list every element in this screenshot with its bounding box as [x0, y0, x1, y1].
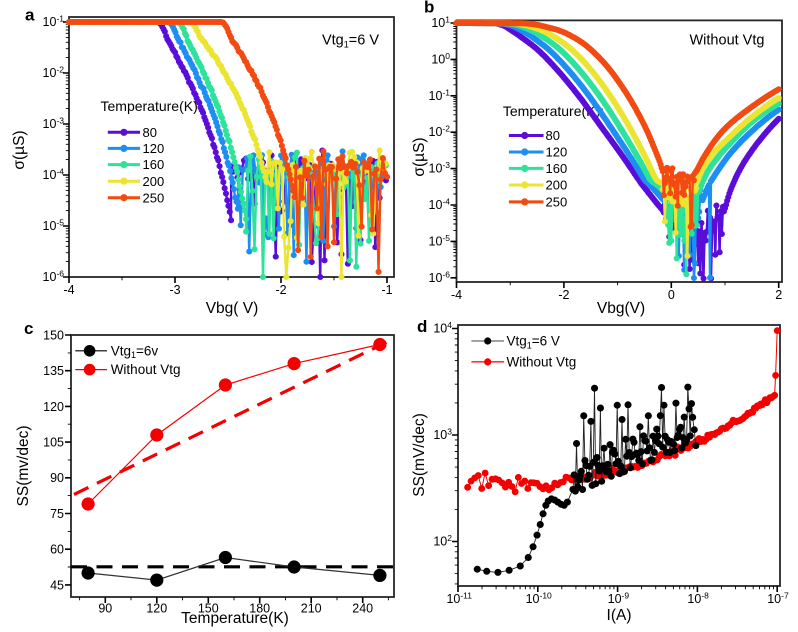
svg-text:2: 2: [775, 288, 782, 302]
svg-text:250: 250: [143, 190, 165, 205]
svg-text:d: d: [417, 317, 427, 336]
svg-text:-3: -3: [169, 283, 180, 297]
svg-text:250: 250: [546, 195, 568, 210]
svg-text:Vtg1=6 V: Vtg1=6 V: [322, 33, 379, 50]
svg-text:c: c: [24, 319, 33, 338]
svg-text:160: 160: [546, 161, 568, 176]
svg-text:-4: -4: [451, 288, 462, 302]
svg-text:45: 45: [50, 578, 64, 592]
svg-text:90: 90: [50, 471, 64, 485]
svg-text:b: b: [424, 0, 434, 17]
svg-text:180: 180: [249, 602, 270, 616]
svg-text:Vbg( V): Vbg( V): [206, 300, 259, 317]
svg-text:60: 60: [50, 543, 64, 557]
svg-text:120: 120: [43, 400, 64, 414]
svg-text:120: 120: [143, 141, 165, 156]
svg-text:-2: -2: [275, 283, 286, 297]
svg-text:150: 150: [198, 602, 219, 616]
svg-text:-1: -1: [381, 283, 392, 297]
svg-text:Vbg(V): Vbg(V): [597, 300, 645, 317]
svg-text:Vtg1=6 V: Vtg1=6 V: [507, 334, 560, 351]
svg-text:Without Vtg: Without Vtg: [690, 33, 765, 49]
svg-text:240: 240: [352, 602, 373, 616]
svg-text:120: 120: [546, 145, 568, 160]
svg-text:Temperature(K):: Temperature(K):: [101, 98, 202, 114]
svg-text:135: 135: [43, 364, 64, 378]
svg-text:80: 80: [546, 128, 560, 143]
svg-text:SS(mv/dec): SS(mv/dec): [15, 426, 32, 507]
svg-text:200: 200: [143, 174, 165, 189]
svg-text:150: 150: [43, 328, 64, 342]
svg-text:-4: -4: [63, 283, 74, 297]
svg-text:200: 200: [546, 178, 568, 193]
svg-text:105: 105: [43, 436, 64, 450]
svg-text:0: 0: [668, 288, 675, 302]
svg-text:σ(µS): σ(µS): [411, 137, 428, 176]
svg-text:SS(mV/dec): SS(mV/dec): [411, 413, 428, 497]
svg-text:-2: -2: [558, 288, 569, 302]
svg-text:Without Vtg: Without Vtg: [111, 362, 181, 377]
svg-text:120: 120: [146, 602, 167, 616]
svg-text:a: a: [25, 6, 35, 25]
svg-text:210: 210: [301, 602, 322, 616]
svg-text:90: 90: [98, 602, 112, 616]
svg-text:75: 75: [50, 507, 64, 521]
svg-text:Without Vtg: Without Vtg: [507, 354, 577, 369]
svg-text:80: 80: [143, 125, 157, 140]
svg-text:Temperature(K): Temperature(K): [181, 610, 289, 627]
svg-text:I(A): I(A): [607, 607, 632, 624]
svg-text:160: 160: [143, 157, 165, 172]
svg-text:Vtg1=6v: Vtg1=6v: [111, 343, 159, 360]
svg-text:Temperature(K):: Temperature(K):: [503, 103, 604, 119]
svg-text:σ(µS): σ(µS): [11, 130, 28, 169]
